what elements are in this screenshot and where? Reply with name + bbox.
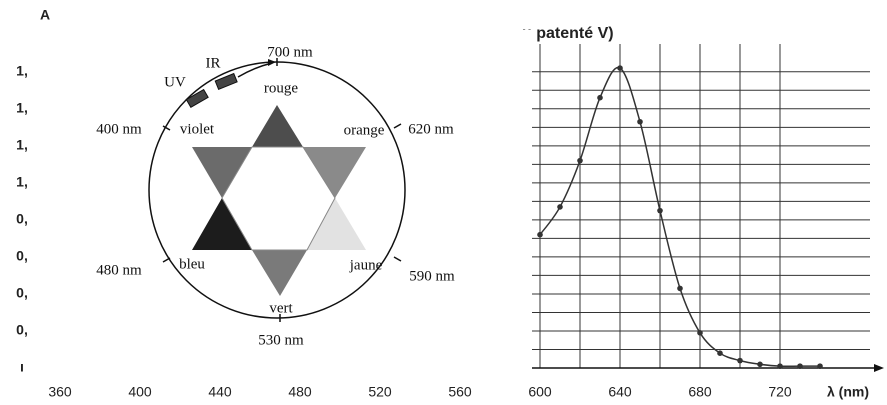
data-point: [737, 357, 743, 364]
y-tick-label: 1,: [16, 137, 28, 153]
y-axis-label: A: [40, 7, 50, 23]
x-tick-label: 360: [48, 384, 72, 400]
rouge-triangle: [252, 105, 303, 147]
x-tick-label: 560: [448, 384, 472, 400]
wavelength: 480 nm: [96, 262, 142, 278]
jaune-triangle: [307, 198, 366, 250]
color-name: vert: [269, 300, 293, 316]
wavelength: 700 nm: [267, 44, 313, 60]
spectrum-line: [539, 66, 820, 368]
center-hexagon: [221, 146, 336, 251]
data-point: [537, 231, 543, 238]
x-tick-label: 640: [608, 384, 632, 400]
y-tick-label: 1,: [16, 100, 28, 116]
data-point: [617, 65, 623, 71]
arrow-head: [268, 59, 276, 66]
y-tick-label: 1,: [16, 62, 28, 78]
color-name: rouge: [264, 80, 298, 96]
data-point: [777, 363, 783, 369]
x-tick-label: 480: [288, 384, 312, 400]
orange-triangle: [303, 147, 366, 198]
wavelength: 620 nm: [408, 121, 454, 137]
x-axis-arrow: [874, 364, 884, 372]
x-tick-label: 440: [208, 384, 232, 400]
data-point: [677, 285, 683, 292]
bleu-triangle: [192, 198, 252, 250]
data-point: [757, 361, 763, 368]
x-tick-label: 400: [128, 384, 152, 400]
y-tick-label: 1,: [16, 174, 28, 190]
vert-triangle: [252, 250, 307, 296]
wavelength: 530 nm: [258, 332, 304, 348]
ir-box: [214, 72, 238, 91]
wavelength: 400 nm: [96, 121, 142, 137]
data-point: [557, 204, 563, 210]
wavelength: 590 nm: [409, 268, 455, 284]
x-tick-label: 720: [768, 384, 792, 400]
ir-label: IR: [206, 55, 221, 71]
color-name: bleu: [179, 256, 205, 272]
x-tick-label: 600: [528, 384, 552, 400]
data-point: [817, 363, 823, 369]
data-point: [657, 207, 663, 214]
data-point: [597, 94, 603, 101]
chart-title: u patenté V): [522, 25, 614, 42]
y-tick-label: ı: [20, 359, 24, 375]
data-point: [637, 118, 643, 125]
y-tick-label: 0,: [16, 211, 28, 227]
x-tick-label: 520: [368, 384, 392, 400]
x-tick-label: 680: [688, 384, 712, 400]
color-name: jaune: [349, 257, 383, 273]
color-name: violet: [180, 121, 215, 137]
violet-triangle: [192, 147, 252, 198]
color-wheel: UV IR 700 nm 620 nm 590 nm 530 nm 480 nm…: [96, 44, 455, 348]
y-tick-label: 0,: [16, 322, 28, 338]
data-point: [577, 157, 583, 164]
data-point: [717, 350, 723, 356]
uv-box: [185, 88, 209, 109]
uv-label: UV: [164, 74, 186, 90]
x-axis-label: λ (nm): [827, 384, 869, 400]
data-point: [697, 330, 703, 336]
wheel-ticks: [162, 58, 402, 322]
y-tick-label: 0,: [16, 285, 28, 301]
data-point: [797, 363, 803, 369]
color-name: orange: [344, 122, 385, 138]
y-tick-label: 0,: [16, 248, 28, 264]
